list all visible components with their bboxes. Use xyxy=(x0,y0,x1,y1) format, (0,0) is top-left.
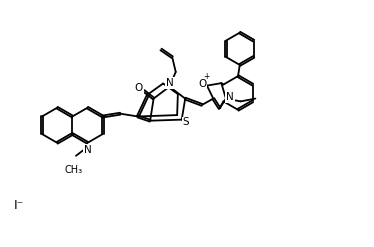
Text: N: N xyxy=(166,78,174,88)
Text: CH₃: CH₃ xyxy=(64,165,83,175)
Text: N: N xyxy=(84,144,91,155)
Text: S: S xyxy=(183,117,189,127)
Text: +: + xyxy=(203,72,209,81)
Text: I⁻: I⁻ xyxy=(13,200,24,212)
Text: O: O xyxy=(135,83,143,93)
Text: N: N xyxy=(226,92,234,102)
Text: O: O xyxy=(198,79,206,89)
